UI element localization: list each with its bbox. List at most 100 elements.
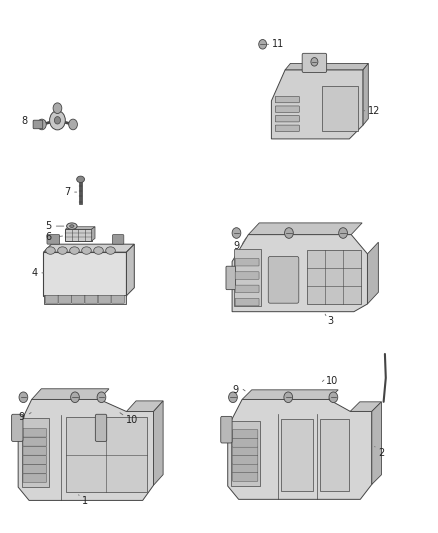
Ellipse shape — [58, 247, 67, 254]
FancyBboxPatch shape — [233, 430, 258, 439]
FancyBboxPatch shape — [276, 106, 299, 112]
FancyBboxPatch shape — [320, 419, 349, 491]
FancyBboxPatch shape — [221, 416, 232, 443]
Circle shape — [284, 392, 293, 402]
Polygon shape — [248, 223, 362, 235]
FancyBboxPatch shape — [307, 250, 360, 304]
Text: 4: 4 — [32, 268, 38, 278]
Polygon shape — [127, 244, 134, 296]
FancyBboxPatch shape — [226, 266, 236, 289]
Ellipse shape — [70, 247, 79, 254]
Ellipse shape — [70, 225, 74, 228]
Ellipse shape — [67, 223, 77, 229]
Circle shape — [329, 392, 338, 402]
Polygon shape — [65, 227, 95, 229]
FancyBboxPatch shape — [43, 252, 127, 296]
Polygon shape — [43, 244, 134, 252]
Text: 10: 10 — [325, 376, 338, 386]
Polygon shape — [372, 402, 381, 484]
Circle shape — [71, 392, 79, 402]
FancyBboxPatch shape — [235, 272, 259, 279]
FancyBboxPatch shape — [268, 256, 299, 303]
FancyBboxPatch shape — [276, 96, 299, 103]
Circle shape — [311, 58, 318, 66]
FancyBboxPatch shape — [231, 421, 260, 486]
FancyBboxPatch shape — [23, 456, 46, 464]
Circle shape — [69, 119, 78, 130]
Polygon shape — [272, 70, 363, 139]
Circle shape — [97, 392, 106, 402]
Circle shape — [38, 119, 46, 130]
Text: 5: 5 — [46, 221, 52, 231]
Circle shape — [53, 103, 62, 114]
FancyBboxPatch shape — [44, 295, 126, 304]
Polygon shape — [350, 402, 381, 411]
FancyBboxPatch shape — [95, 414, 107, 441]
FancyBboxPatch shape — [113, 235, 124, 244]
FancyBboxPatch shape — [233, 464, 258, 473]
Circle shape — [285, 228, 293, 238]
Ellipse shape — [106, 247, 115, 254]
Text: 11: 11 — [272, 39, 284, 49]
Circle shape — [232, 228, 241, 238]
FancyBboxPatch shape — [66, 417, 147, 492]
Text: 12: 12 — [368, 106, 380, 116]
FancyBboxPatch shape — [281, 419, 313, 491]
Text: 10: 10 — [126, 415, 138, 425]
FancyBboxPatch shape — [276, 125, 299, 132]
Polygon shape — [32, 389, 109, 399]
Text: 9: 9 — [18, 413, 25, 423]
FancyBboxPatch shape — [111, 295, 124, 303]
FancyBboxPatch shape — [233, 455, 258, 464]
Ellipse shape — [46, 247, 55, 254]
FancyBboxPatch shape — [21, 418, 49, 487]
Polygon shape — [232, 235, 367, 312]
FancyBboxPatch shape — [45, 295, 58, 303]
FancyBboxPatch shape — [98, 295, 111, 303]
FancyBboxPatch shape — [65, 229, 92, 241]
Polygon shape — [363, 63, 368, 125]
FancyBboxPatch shape — [23, 474, 46, 482]
Circle shape — [339, 228, 347, 238]
Ellipse shape — [81, 247, 91, 254]
FancyBboxPatch shape — [235, 285, 259, 293]
Circle shape — [54, 117, 60, 124]
FancyBboxPatch shape — [85, 295, 98, 303]
Ellipse shape — [77, 176, 85, 182]
FancyBboxPatch shape — [322, 86, 358, 131]
FancyBboxPatch shape — [233, 447, 258, 456]
Text: 9: 9 — [233, 241, 240, 251]
Text: 1: 1 — [81, 496, 88, 506]
FancyBboxPatch shape — [234, 248, 261, 306]
Polygon shape — [228, 399, 372, 499]
Polygon shape — [285, 63, 368, 70]
FancyBboxPatch shape — [233, 472, 258, 481]
Polygon shape — [18, 399, 153, 500]
FancyBboxPatch shape — [33, 120, 43, 128]
FancyBboxPatch shape — [23, 447, 46, 455]
Circle shape — [49, 111, 65, 130]
FancyBboxPatch shape — [23, 465, 46, 473]
FancyBboxPatch shape — [72, 295, 85, 303]
Text: 2: 2 — [379, 448, 385, 457]
FancyBboxPatch shape — [23, 429, 46, 437]
Polygon shape — [127, 401, 163, 411]
FancyBboxPatch shape — [233, 438, 258, 447]
Polygon shape — [153, 401, 163, 485]
FancyBboxPatch shape — [276, 116, 299, 122]
FancyBboxPatch shape — [23, 438, 46, 446]
FancyBboxPatch shape — [58, 295, 71, 303]
FancyBboxPatch shape — [12, 414, 23, 441]
FancyBboxPatch shape — [235, 298, 259, 306]
Text: 8: 8 — [21, 116, 28, 126]
Ellipse shape — [94, 247, 103, 254]
Circle shape — [19, 392, 28, 402]
Text: 6: 6 — [46, 232, 52, 243]
Text: 9: 9 — [232, 385, 238, 395]
FancyBboxPatch shape — [47, 235, 60, 244]
Polygon shape — [92, 227, 95, 241]
Polygon shape — [242, 390, 338, 399]
FancyBboxPatch shape — [302, 53, 327, 72]
FancyBboxPatch shape — [235, 259, 259, 266]
Text: 3: 3 — [327, 316, 333, 326]
